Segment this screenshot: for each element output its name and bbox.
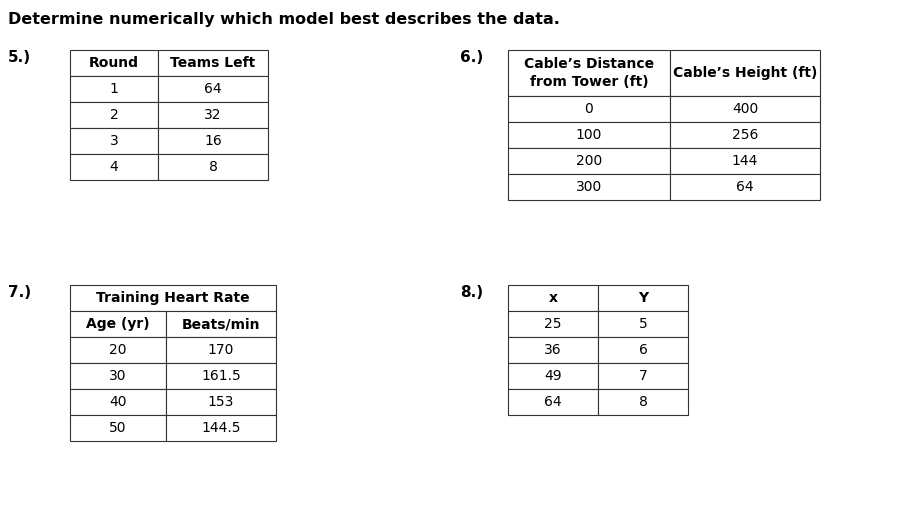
Bar <box>597 363 687 389</box>
Text: 144.5: 144.5 <box>201 421 241 435</box>
Bar <box>508 148 669 174</box>
Bar <box>508 311 597 337</box>
Text: 256: 256 <box>731 128 758 142</box>
Bar <box>597 311 687 337</box>
Bar <box>166 389 276 415</box>
Bar <box>158 50 268 76</box>
Text: 100: 100 <box>575 128 602 142</box>
Text: 8: 8 <box>208 160 217 174</box>
Bar <box>158 128 268 154</box>
Text: Age (yr): Age (yr) <box>86 317 150 331</box>
Text: 5: 5 <box>638 317 647 331</box>
Bar <box>508 337 597 363</box>
Bar <box>166 311 276 337</box>
Bar <box>597 337 687 363</box>
Text: 7.): 7.) <box>8 285 31 300</box>
Text: 64: 64 <box>204 82 222 96</box>
Bar <box>158 102 268 128</box>
Text: Teams Left: Teams Left <box>170 56 255 70</box>
Text: Y: Y <box>637 291 648 305</box>
Text: 49: 49 <box>544 369 561 383</box>
Text: 170: 170 <box>207 343 234 357</box>
Bar <box>508 96 669 122</box>
Text: 8.): 8.) <box>459 285 483 300</box>
Bar <box>70 337 166 363</box>
Bar <box>508 122 669 148</box>
Bar <box>669 122 819 148</box>
Bar <box>70 102 158 128</box>
Text: 30: 30 <box>109 369 126 383</box>
Text: Training Heart Rate: Training Heart Rate <box>97 291 250 305</box>
Bar <box>508 389 597 415</box>
Text: Beats/min: Beats/min <box>181 317 260 331</box>
Text: 64: 64 <box>735 180 753 194</box>
Text: 2: 2 <box>109 108 118 122</box>
Text: Cable’s Distance
from Tower (ft): Cable’s Distance from Tower (ft) <box>523 57 653 89</box>
Text: 5.): 5.) <box>8 50 31 65</box>
Bar <box>508 285 597 311</box>
Bar <box>70 154 158 180</box>
Text: 153: 153 <box>207 395 234 409</box>
Text: 3: 3 <box>109 134 118 148</box>
Bar <box>70 285 276 311</box>
Bar <box>70 128 158 154</box>
Text: 50: 50 <box>109 421 126 435</box>
Text: 0: 0 <box>584 102 593 116</box>
Bar <box>669 174 819 200</box>
Text: 144: 144 <box>731 154 758 168</box>
Text: 6.): 6.) <box>459 50 483 65</box>
Text: 4: 4 <box>109 160 118 174</box>
Bar <box>70 50 158 76</box>
Bar <box>70 415 166 441</box>
Text: 36: 36 <box>544 343 561 357</box>
Text: Determine numerically which model best describes the data.: Determine numerically which model best d… <box>8 12 559 27</box>
Bar <box>669 50 819 96</box>
Bar <box>508 50 669 96</box>
Bar <box>597 389 687 415</box>
Bar <box>508 174 669 200</box>
Text: 25: 25 <box>544 317 561 331</box>
Text: 16: 16 <box>204 134 222 148</box>
Text: 300: 300 <box>575 180 602 194</box>
Bar <box>70 76 158 102</box>
Bar <box>158 76 268 102</box>
Text: 32: 32 <box>204 108 222 122</box>
Bar <box>166 415 276 441</box>
Text: 8: 8 <box>638 395 647 409</box>
Text: 64: 64 <box>544 395 561 409</box>
Bar <box>669 96 819 122</box>
Text: 400: 400 <box>731 102 758 116</box>
Bar <box>70 389 166 415</box>
Bar <box>669 148 819 174</box>
Bar <box>508 363 597 389</box>
Text: 40: 40 <box>109 395 126 409</box>
Text: Round: Round <box>89 56 139 70</box>
Text: 6: 6 <box>638 343 647 357</box>
Bar <box>597 285 687 311</box>
Bar <box>166 337 276 363</box>
Text: 7: 7 <box>638 369 647 383</box>
Bar <box>158 154 268 180</box>
Text: 161.5: 161.5 <box>201 369 241 383</box>
Bar <box>166 363 276 389</box>
Bar <box>70 363 166 389</box>
Text: x: x <box>548 291 557 305</box>
Text: 20: 20 <box>109 343 126 357</box>
Text: Cable’s Height (ft): Cable’s Height (ft) <box>672 66 816 80</box>
Text: 200: 200 <box>575 154 602 168</box>
Text: 1: 1 <box>109 82 118 96</box>
Bar <box>70 311 166 337</box>
